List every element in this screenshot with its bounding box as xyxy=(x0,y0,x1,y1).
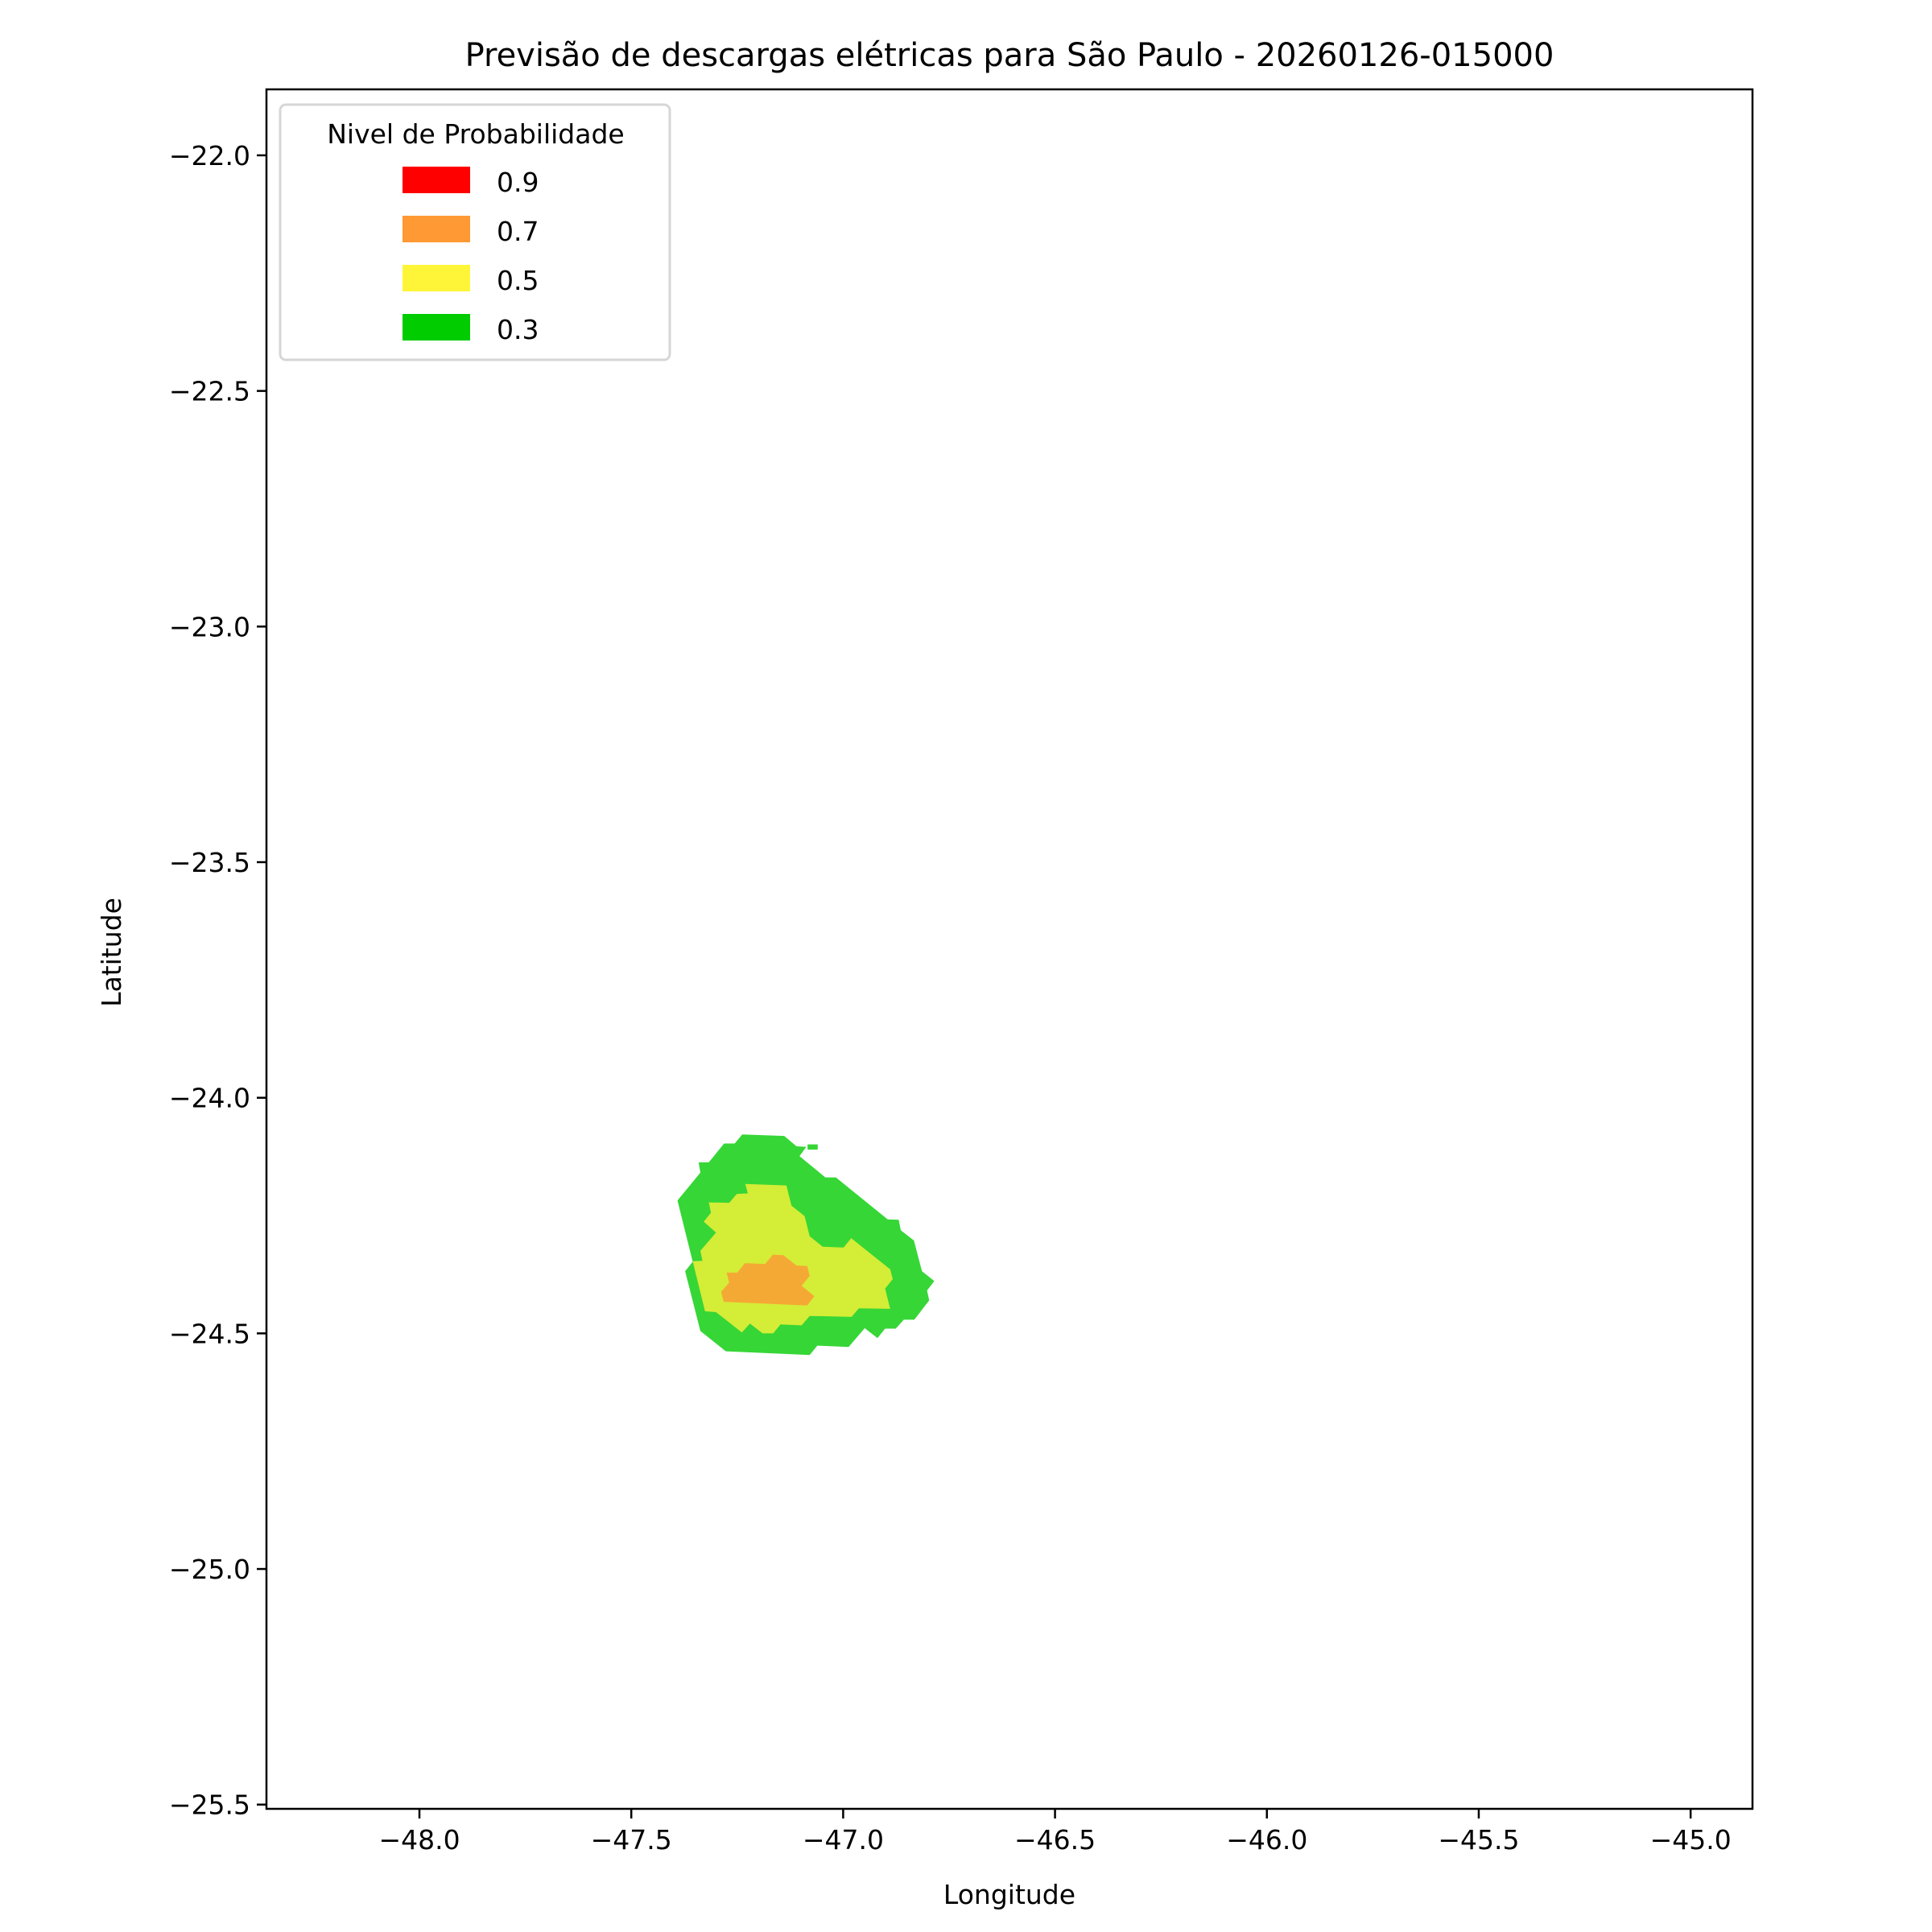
x-tick-label: −45.0 xyxy=(1650,1824,1732,1856)
y-tick: −23.0 xyxy=(169,611,266,642)
x-tick-label: −46.5 xyxy=(1014,1824,1096,1856)
y-tick: −25.0 xyxy=(169,1554,266,1585)
x-tick-label: −47.5 xyxy=(591,1824,672,1856)
y-tick-label: −23.0 xyxy=(169,611,250,642)
y-tick: −25.5 xyxy=(169,1790,266,1821)
x-tick: −46.5 xyxy=(1014,1809,1096,1856)
legend-title: Nivel de Probabilidade xyxy=(327,118,624,150)
legend-label: 0.3 xyxy=(497,314,539,345)
y-tick-label: −25.0 xyxy=(169,1554,250,1585)
y-tick-label: −25.5 xyxy=(169,1790,250,1821)
x-axis-ticks: −48.0 −47.5 −47.0 −46.5 −46.0 −45.5 −45.0 xyxy=(378,1809,1732,1856)
x-tick-label: −45.5 xyxy=(1438,1824,1519,1856)
x-tick: −47.0 xyxy=(803,1809,884,1856)
legend-entry: 0.7 xyxy=(402,216,539,247)
y-tick: −24.0 xyxy=(169,1083,266,1114)
y-tick: −22.0 xyxy=(169,140,266,171)
y-tick: −24.5 xyxy=(169,1318,266,1349)
x-tick: −47.5 xyxy=(591,1809,672,1856)
legend-swatch xyxy=(402,314,470,341)
legend-swatch xyxy=(402,216,470,242)
legend-label: 0.7 xyxy=(497,216,539,247)
legend-entry: 0.3 xyxy=(402,314,539,345)
y-axis-ticks: −22.0 −22.5 −23.0 −23.5 −24.0 −24.5 −25.0 −25.5 xyxy=(169,140,266,1821)
legend-entry: 0.5 xyxy=(402,265,539,296)
legend-entry: 0.9 xyxy=(402,167,539,198)
x-axis-label: Longitude xyxy=(943,1879,1075,1910)
x-tick-label: −46.0 xyxy=(1226,1824,1307,1856)
contour-regions xyxy=(677,1134,935,1356)
legend-box xyxy=(279,103,671,361)
x-tick-label: −48.0 xyxy=(378,1824,460,1856)
legend-label: 0.5 xyxy=(497,265,539,296)
y-tick-label: −24.0 xyxy=(169,1083,250,1114)
axes-frame xyxy=(265,88,1754,1810)
x-tick-label: −47.0 xyxy=(803,1824,884,1856)
y-tick-label: −23.5 xyxy=(169,847,250,878)
x-tick: −46.0 xyxy=(1226,1809,1307,1856)
legend-swatch xyxy=(402,265,470,291)
legend-label: 0.9 xyxy=(497,167,539,198)
x-tick: −45.5 xyxy=(1438,1809,1520,1856)
legend-swatch xyxy=(402,167,470,193)
x-tick: −45.0 xyxy=(1650,1809,1732,1856)
contour-region-03-1 xyxy=(807,1144,818,1150)
chart-title: Previsão de descargas elétricas para São… xyxy=(465,37,1554,74)
x-tick: −48.0 xyxy=(378,1809,460,1856)
y-tick-label: −24.5 xyxy=(169,1318,250,1349)
y-axis-label: Latitude xyxy=(96,898,127,1007)
y-tick: −23.5 xyxy=(169,847,266,878)
y-tick-label: −22.0 xyxy=(169,140,250,171)
legend: Nivel de Probabilidade 0.9 0.7 0.5 0.3 xyxy=(279,103,671,361)
y-tick: −22.5 xyxy=(169,376,266,407)
contour-region-07-0 xyxy=(720,1254,815,1306)
y-tick-label: −22.5 xyxy=(169,376,250,407)
